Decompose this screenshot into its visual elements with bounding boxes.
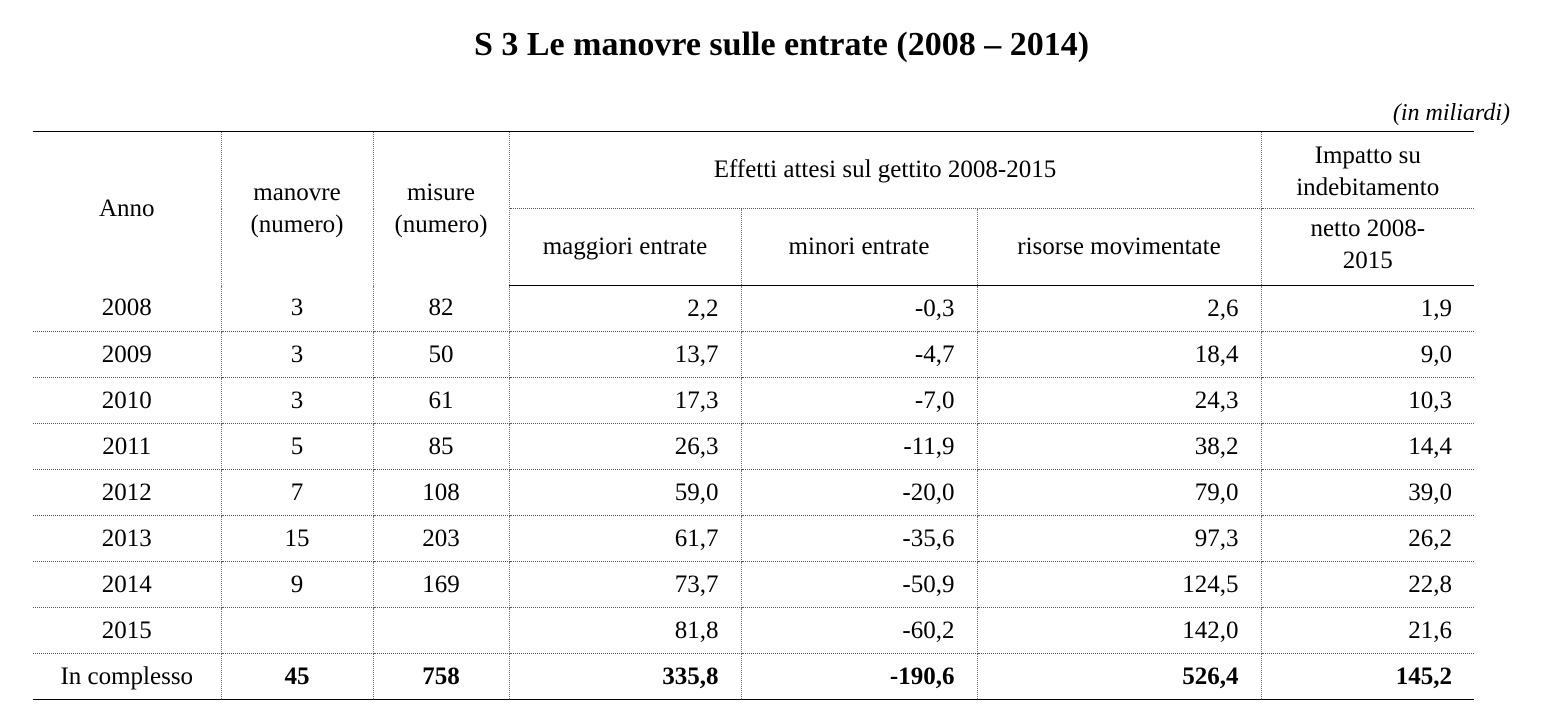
cell-maggiori: 26,3 [509, 423, 742, 470]
table-row: 2012 7 108 59,0 -20,0 79,0 39,0 [33, 469, 1474, 516]
cell-total-minori: -190,6 [741, 653, 978, 700]
header-impatto-line1: Impatto su [1314, 142, 1421, 169]
cell-risorse: 38,2 [977, 423, 1262, 470]
cell-maggiori: 2,2 [509, 285, 742, 332]
cell-risorse: 18,4 [977, 331, 1262, 378]
cell-minori: -4,7 [741, 331, 978, 378]
cell-minori: -60,2 [741, 607, 978, 654]
cell-risorse: 24,3 [977, 377, 1262, 424]
cell-maggiori: 59,0 [509, 469, 742, 516]
header-impatto-bottom: netto 2008- 2015 [1261, 208, 1474, 286]
cell-manovre: 3 [221, 331, 374, 378]
cell-risorse: 79,0 [977, 469, 1262, 516]
cell-total-label: In complesso [33, 653, 222, 700]
table-row: 2015 81,8 -60,2 142,0 21,6 [33, 607, 1474, 654]
cell-total-risorse: 526,4 [977, 653, 1262, 700]
cell-maggiori: 13,7 [509, 331, 742, 378]
cell-misure: 61 [373, 377, 510, 424]
cell-maggiori: 73,7 [509, 561, 742, 608]
cell-minori: -0,3 [741, 285, 978, 332]
cell-total-impatto: 145,2 [1395, 662, 1452, 690]
header-impatto-line2: indebitamento [1296, 174, 1440, 201]
cell-maggiori: 81,8 [509, 607, 742, 654]
header-manovre: manovre (numero) [221, 131, 374, 286]
cell-impatto: 21,6 [1261, 607, 1474, 654]
cell-impatto: 10,3 [1261, 377, 1474, 424]
cell-manovre: 7 [221, 469, 374, 516]
cell-total-manovre: 45 [221, 653, 374, 700]
cell-impatto: 39,0 [1261, 469, 1474, 516]
cell-anno: 2014 [33, 561, 222, 608]
header-manovre-line1: manovre [253, 178, 341, 206]
header-impatto-line4: 2015 [1342, 247, 1393, 274]
cell-maggiori: 61,7 [509, 515, 742, 562]
cell-minori: -20,0 [741, 469, 978, 516]
page-title: S 3 Le manovre sulle entrate (2008 – 201… [473, 26, 1090, 63]
cell-misure [373, 607, 510, 654]
cell-minori: -35,6 [741, 515, 978, 562]
cell-total-maggiori: 335,8 [509, 653, 742, 700]
cell-misure: 85 [373, 423, 510, 470]
cell-misure: 203 [373, 515, 510, 562]
cell-anno: 2011 [33, 423, 222, 470]
cell-anno: 2009 [33, 331, 222, 378]
cell-total-misure: 758 [373, 653, 510, 700]
cell-manovre [221, 607, 374, 654]
header-impatto-line3: netto 2008- [1310, 215, 1426, 242]
cell-anno: 2008 [33, 285, 222, 332]
header-impatto-top: Impatto su indebitamento [1261, 131, 1474, 209]
table-row: 2013 15 203 61,7 -35,6 97,3 26,2 [33, 515, 1474, 562]
cell-anno: 2012 [33, 469, 222, 516]
cell-maggiori: 17,3 [509, 377, 742, 424]
cell-anno: 2013 [33, 515, 222, 562]
cell-minori: -50,9 [741, 561, 978, 608]
cell-anno: 2010 [33, 377, 222, 424]
header-manovre-line2: (numero) [250, 210, 344, 238]
cell-minori: -7,0 [741, 377, 978, 424]
revenue-measures-table: Anno manovre (numero) misure (numero) Ef… [33, 131, 1474, 700]
cell-misure: 169 [373, 561, 510, 608]
total-row: In complesso 45 758 335,8 -190,6 526,4 1… [33, 653, 1474, 700]
cell-risorse: 97,3 [977, 515, 1262, 562]
cell-impatto: 22,8 [1261, 561, 1474, 608]
cell-misure: 50 [373, 331, 510, 378]
table-row: 2011 5 85 26,3 -11,9 38,2 14,4 [33, 423, 1474, 470]
cell-impatto: 14,4 [1261, 423, 1474, 470]
cell-anno: 2015 [33, 607, 222, 654]
header-misure-line2: (numero) [394, 210, 488, 238]
header-maggiori: maggiori entrate [509, 208, 742, 286]
unit-note: (in miliardi) [1392, 100, 1510, 126]
cell-minori: -11,9 [741, 423, 978, 470]
header-effetti-group: Effetti attesi sul gettito 2008-2015 [509, 131, 1262, 209]
header-anno: Anno [33, 131, 222, 286]
table-row: 2008 3 82 2,2 -0,3 2,6 1,9 [33, 285, 1474, 332]
cell-manovre: 3 [221, 377, 374, 424]
header-misure: misure (numero) [373, 131, 510, 286]
cell-risorse: 124,5 [977, 561, 1262, 608]
table-row: 2014 9 169 73,7 -50,9 124,5 22,8 [33, 561, 1474, 608]
cell-risorse: 142,0 [977, 607, 1262, 654]
cell-risorse: 2,6 [977, 285, 1262, 332]
header-misure-line1: misure [406, 178, 476, 206]
cell-manovre: 3 [221, 285, 374, 332]
cell-impatto: 26,2 [1261, 515, 1474, 562]
cell-misure: 108 [373, 469, 510, 516]
cell-misure: 82 [373, 285, 510, 332]
header-risorse: risorse movimentate [977, 208, 1262, 286]
table-row: 2010 3 61 17,3 -7,0 24,3 10,3 [33, 377, 1474, 424]
table-row: 2009 3 50 13,7 -4,7 18,4 9,0 [33, 331, 1474, 378]
cell-impatto: 1,9 [1261, 285, 1474, 332]
cell-manovre: 9 [221, 561, 374, 608]
cell-impatto: 9,0 [1261, 331, 1474, 378]
cell-manovre: 15 [221, 515, 374, 562]
header-minori: minori entrate [741, 208, 978, 286]
cell-manovre: 5 [221, 423, 374, 470]
